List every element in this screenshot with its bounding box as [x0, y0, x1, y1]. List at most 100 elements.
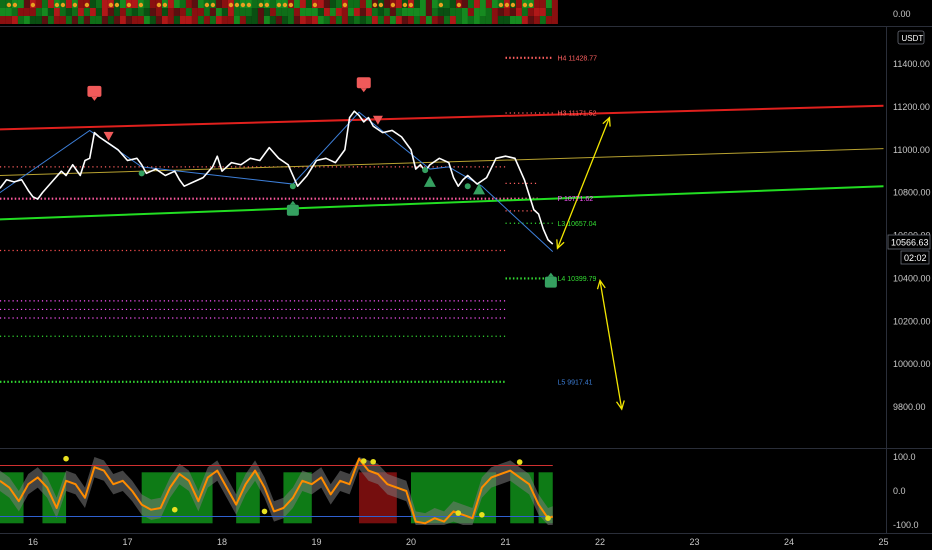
heat-cell	[419, 0, 426, 8]
heat-cell	[287, 16, 294, 24]
heat-cell	[275, 8, 282, 16]
heat-cell	[29, 16, 36, 24]
heat-cell	[29, 8, 36, 16]
heat-cell	[17, 8, 24, 16]
heat-dot	[264, 2, 270, 8]
heat-cell	[383, 0, 390, 8]
time-tick-label: 23	[689, 537, 699, 547]
heat-cell	[209, 8, 216, 16]
projection-arrows	[556, 116, 625, 411]
countdown-timer: 02:02	[904, 253, 927, 263]
heat-cell	[527, 16, 534, 24]
heat-cell	[377, 8, 384, 16]
oscillator-dot	[360, 458, 367, 464]
heat-cell	[551, 0, 558, 8]
heat-cell	[551, 16, 558, 24]
heat-cell	[521, 16, 528, 24]
heat-cell	[299, 16, 306, 24]
heat-cell	[479, 16, 486, 24]
pivot-level-label: L5 9917.41	[557, 379, 592, 386]
heat-cell	[287, 8, 294, 16]
heat-cell	[497, 8, 504, 16]
heat-dot	[528, 2, 534, 8]
time-tick-label: 20	[406, 537, 416, 547]
heat-cell	[245, 8, 252, 16]
pivot-level-label: L4 10399.79	[557, 276, 596, 283]
oscillator-dot	[545, 515, 551, 521]
heat-cell	[149, 16, 156, 24]
unit-badge-label: USDT	[902, 34, 924, 43]
heat-cell	[395, 0, 402, 8]
heat-cell	[191, 16, 198, 24]
heat-dot	[408, 2, 414, 8]
projection-arrowhead	[615, 400, 625, 411]
heat-dot	[510, 2, 516, 8]
signal-markers	[87, 77, 557, 288]
heat-cell	[119, 0, 126, 8]
heat-cell	[263, 16, 270, 24]
heat-cell	[65, 16, 72, 24]
pivot-level-label: H4 11428.77	[557, 55, 597, 62]
heat-cell	[329, 16, 336, 24]
heat-cell	[317, 16, 324, 24]
heat-cell	[551, 8, 558, 16]
heat-cell	[521, 8, 528, 16]
heat-cell	[41, 0, 48, 8]
heat-cell	[83, 8, 90, 16]
heat-cell	[89, 16, 96, 24]
heat-cell	[281, 16, 288, 24]
heat-cell	[161, 8, 168, 16]
heat-cell	[5, 8, 12, 16]
heat-cell	[101, 0, 108, 8]
heat-cell	[329, 8, 336, 16]
heat-cell	[173, 0, 180, 8]
heat-cell	[155, 8, 162, 16]
heat-cell	[185, 16, 192, 24]
oscillator-tick-label: -100.0	[893, 520, 919, 530]
heat-dot	[114, 2, 120, 8]
heat-cell	[371, 16, 378, 24]
heat-cell	[191, 0, 198, 8]
heat-cell	[17, 16, 24, 24]
heat-dot	[210, 2, 216, 8]
heat-cell	[491, 8, 498, 16]
heat-cell	[23, 16, 30, 24]
heat-cell	[89, 8, 96, 16]
heat-cell	[203, 16, 210, 24]
price-tick-label: 10000.00	[893, 359, 931, 369]
heat-cell	[71, 16, 78, 24]
top-pane-zero-label: 0.00	[893, 9, 911, 19]
heat-cell	[467, 16, 474, 24]
heat-cell	[71, 8, 78, 16]
heat-cell	[407, 8, 414, 16]
price-tick-label: 11400.00	[893, 59, 930, 69]
heat-cell	[311, 8, 318, 16]
heat-cell	[449, 0, 456, 8]
heat-cell	[131, 16, 138, 24]
heat-dot	[30, 2, 36, 8]
heat-dot	[54, 2, 60, 8]
heat-cell	[317, 0, 324, 8]
heat-cell	[323, 16, 330, 24]
heat-cell	[311, 16, 318, 24]
heat-dot	[378, 2, 384, 8]
heat-cell	[167, 16, 174, 24]
heat-dot	[282, 2, 288, 8]
heat-cell	[179, 16, 186, 24]
heat-cell	[173, 8, 180, 16]
price-tick-label: 10200.00	[893, 316, 931, 326]
heat-cell	[11, 16, 18, 24]
heat-dot	[126, 2, 132, 8]
projection-arrow	[599, 280, 623, 410]
heat-cell	[503, 16, 510, 24]
heat-cell	[101, 8, 108, 16]
heat-cell	[125, 8, 132, 16]
unit-badge[interactable]: USDT	[897, 30, 925, 45]
buy-triangle-icon	[473, 183, 486, 195]
oscillator-pane[interactable]	[0, 455, 554, 525]
oscillator-dot	[63, 455, 69, 462]
time-axis[interactable]: 16 17 18 19 20 21 22 23 24 25	[28, 537, 889, 547]
time-tick-label: 19	[311, 537, 321, 547]
heat-cell	[41, 8, 48, 16]
